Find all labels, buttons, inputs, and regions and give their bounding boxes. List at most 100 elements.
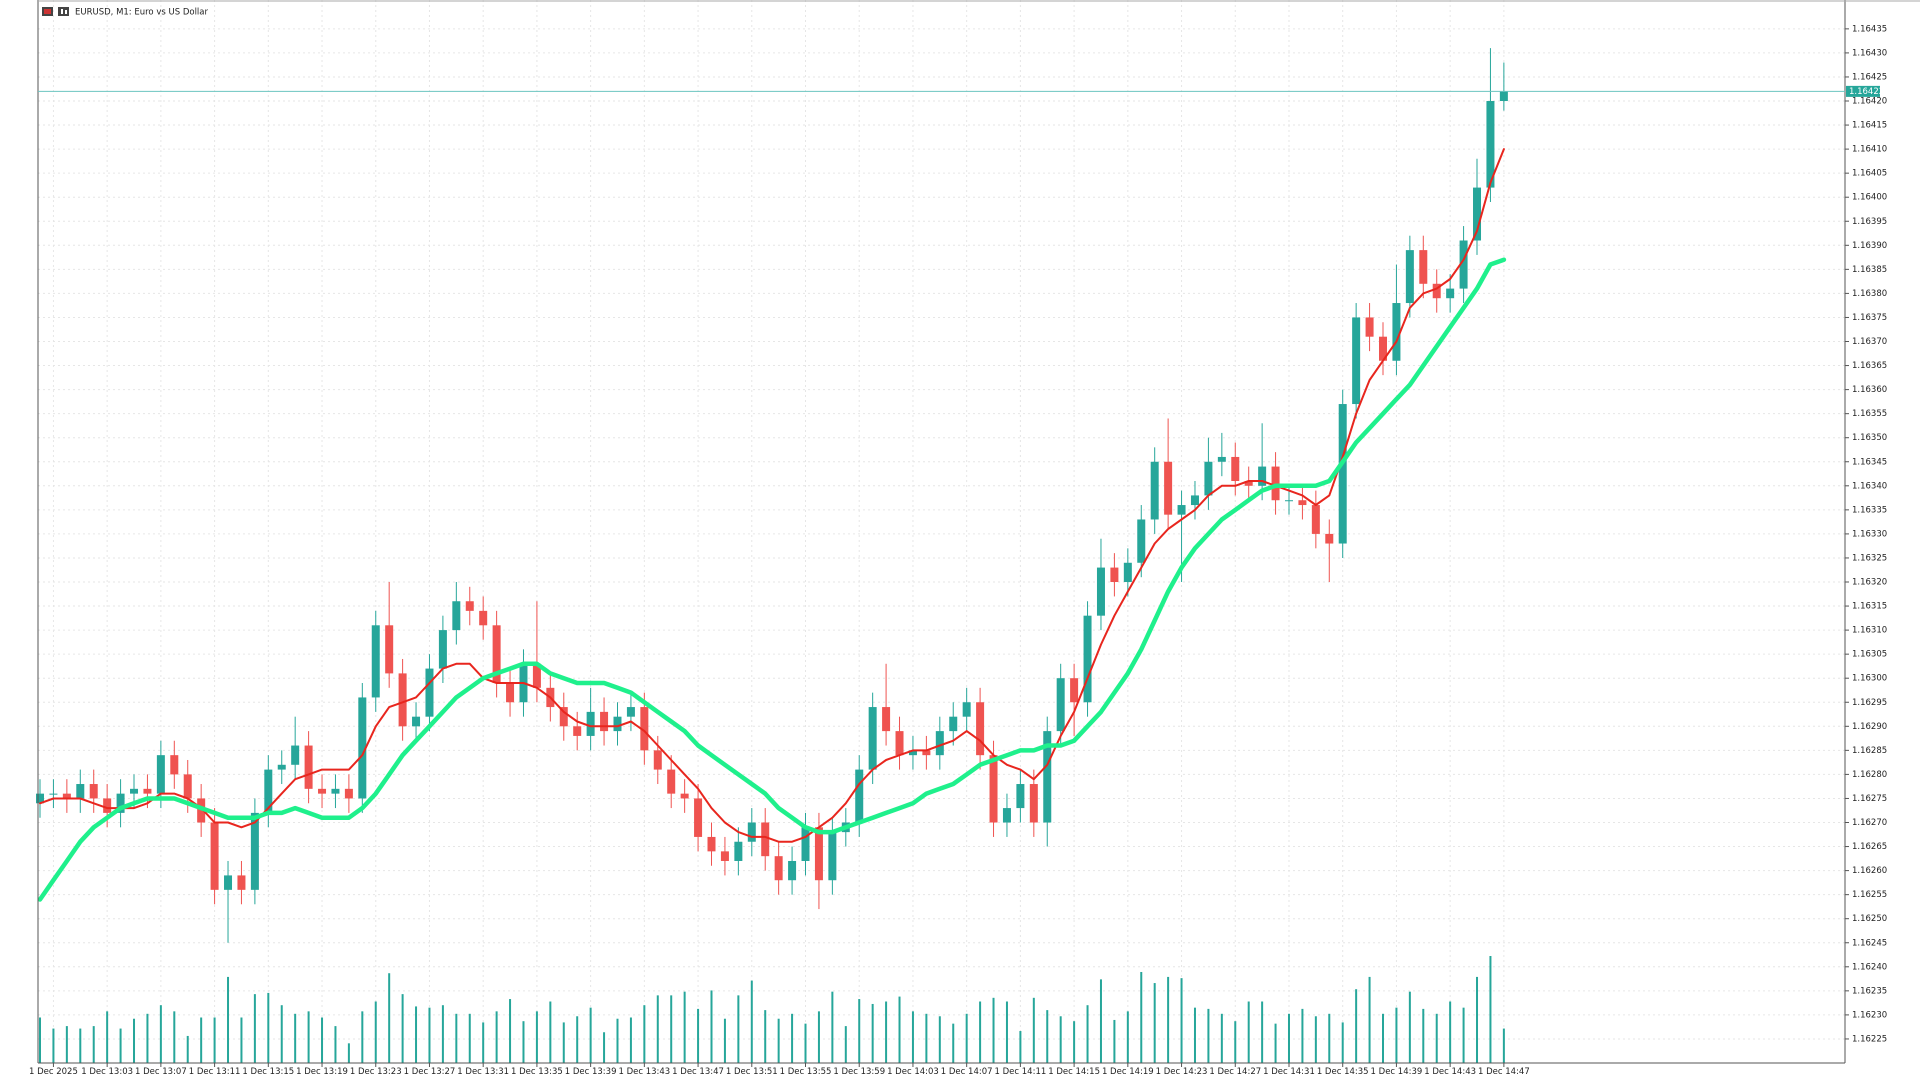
volume-bar <box>1019 1031 1022 1063</box>
volumes <box>39 956 1505 1063</box>
candles <box>36 48 1508 943</box>
volume-bar <box>952 1023 955 1063</box>
symbol-icon-flag <box>44 9 51 14</box>
candle-body <box>1473 187 1482 241</box>
y-tick-label: 1.16355 <box>1852 409 1887 419</box>
candle-body <box>1204 461 1213 496</box>
volume-bar <box>1314 1016 1317 1063</box>
x-tick-label: 1 Dec 13:59 <box>833 1067 885 1077</box>
volume-bar <box>750 980 753 1063</box>
candle-body <box>1244 480 1253 486</box>
candle-body <box>908 750 917 756</box>
y-tick-label: 1.16315 <box>1852 602 1887 612</box>
volume-bar <box>1341 1022 1344 1063</box>
volume-bar <box>52 1028 55 1063</box>
timeframe-icon[interactable] <box>58 7 69 16</box>
y-tick-label: 1.16360 <box>1852 385 1887 395</box>
volume-bar <box>1301 1008 1304 1063</box>
volume-bar <box>133 1018 136 1063</box>
volume-bar <box>1355 989 1358 1063</box>
candle-body <box>156 755 165 794</box>
candle-body <box>814 827 823 881</box>
candle-body <box>653 750 662 770</box>
candle-body <box>36 793 44 804</box>
volume-bar <box>65 1026 68 1063</box>
volume-bar <box>173 1011 176 1063</box>
y-tick-label: 1.16340 <box>1852 481 1887 491</box>
volume-bar <box>1193 1007 1196 1063</box>
y-tick-label: 1.16365 <box>1852 361 1887 371</box>
volume-bar <box>629 1017 632 1063</box>
x-tick-label: 1 Dec 13:11 <box>189 1067 241 1077</box>
volume-bar <box>1234 1021 1237 1063</box>
volume-bar <box>1126 1011 1129 1063</box>
volume-bar <box>1489 956 1492 1063</box>
candle-body <box>371 625 380 698</box>
volume-bar <box>670 995 673 1063</box>
y-tick-label: 1.16425 <box>1852 72 1887 82</box>
candle-body <box>1070 678 1079 703</box>
y-tick-label: 1.16270 <box>1852 818 1887 828</box>
candle-body <box>438 630 447 669</box>
volume-bar <box>1153 983 1156 1063</box>
y-tick-label: 1.16245 <box>1852 938 1887 948</box>
y-tick-label: 1.16380 <box>1852 289 1887 299</box>
y-tick-label: 1.16225 <box>1852 1034 1887 1044</box>
x-tick-label: 1 Dec 14:27 <box>1209 1067 1261 1077</box>
volume-bar <box>1059 1016 1062 1063</box>
volume-bar <box>428 1007 431 1063</box>
candle-body <box>1419 250 1428 284</box>
volume-bar <box>321 1017 324 1063</box>
volume-bar <box>992 997 995 1063</box>
y-tick-label: 1.16250 <box>1852 914 1887 924</box>
volume-bar <box>482 1022 485 1063</box>
volume-bar <box>1422 1008 1425 1063</box>
candle-body <box>1486 101 1495 188</box>
x-tick-label: 1 Dec 13:07 <box>135 1067 187 1077</box>
candle-body <box>1096 567 1105 616</box>
volume-bar <box>1408 991 1411 1063</box>
volume-bar <box>79 1028 82 1063</box>
candle-body <box>304 745 313 789</box>
volume-bar <box>777 1018 780 1063</box>
y-tick-label: 1.16410 <box>1852 145 1887 155</box>
candle-body <box>1123 562 1132 583</box>
volume-bar <box>885 1001 888 1063</box>
candle-body <box>358 697 367 799</box>
candle-body <box>788 860 797 881</box>
timeframe-icon-bar <box>61 9 63 14</box>
candle-body <box>1432 283 1441 299</box>
candle-body <box>855 769 864 823</box>
candle-body <box>1459 240 1468 289</box>
volume-bar <box>791 1013 794 1063</box>
candle-body <box>1056 678 1065 732</box>
volume-bar <box>562 1022 565 1063</box>
candle-body <box>264 769 273 813</box>
candle-body <box>626 707 635 717</box>
volume-bar <box>616 1018 619 1063</box>
volume-bar <box>1167 976 1170 1063</box>
candle-body <box>1231 456 1240 481</box>
current-price-tag <box>1846 85 1880 97</box>
timeframe-icon-bar <box>65 10 67 14</box>
volume-bar <box>1476 976 1479 1063</box>
y-tick-label: 1.16325 <box>1852 553 1887 563</box>
candle-body <box>1446 288 1455 299</box>
y-tick-label: 1.16255 <box>1852 890 1887 900</box>
volume-bar <box>683 991 686 1063</box>
volume-bar <box>240 1017 243 1063</box>
candle-body <box>331 788 340 794</box>
current-price-label: 1.16422 <box>1849 87 1884 97</box>
volume-bar <box>697 1008 700 1063</box>
candle-body <box>1258 466 1267 486</box>
y-tick-label: 1.16375 <box>1852 313 1887 323</box>
y-tick-label: 1.16305 <box>1852 650 1887 660</box>
volume-bar <box>1086 1005 1089 1063</box>
volume-bar <box>1435 1013 1438 1063</box>
x-tick-label: 1 Dec 13:27 <box>404 1067 456 1077</box>
volume-bar <box>374 1001 377 1063</box>
x-tick-label: 1 Dec 13:15 <box>242 1067 294 1077</box>
candle-body <box>828 832 837 881</box>
candle-body <box>962 702 971 717</box>
volume-bar <box>1502 1028 1505 1063</box>
